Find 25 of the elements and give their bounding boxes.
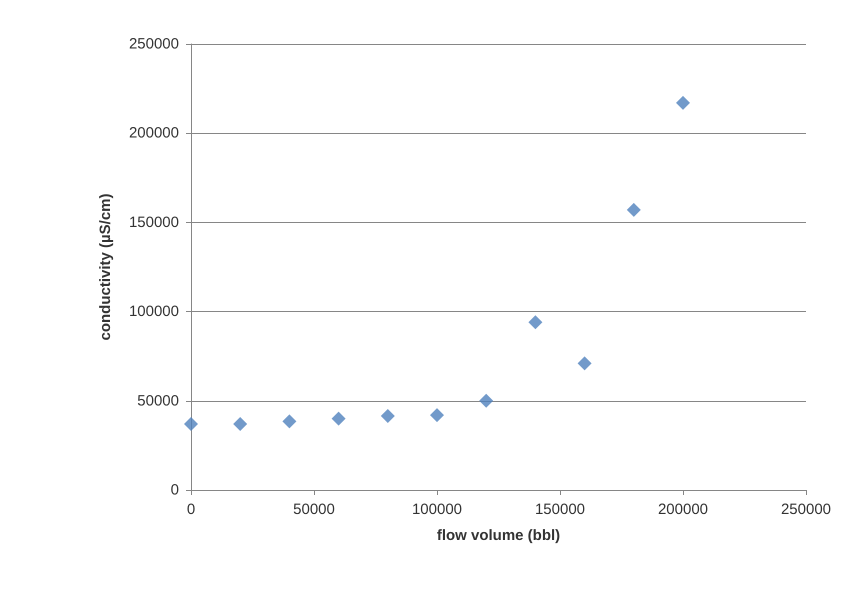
x-tick-label: 0 [186,501,196,518]
point [282,414,296,428]
x-tick-label: 200000 [658,501,708,518]
point [380,408,395,423]
x-tick-label: 50000 [293,501,335,518]
x-axis-title: flow volume (bbl) [436,527,560,544]
point [626,202,641,217]
y-axis-title: conductivity (µS/cm) [97,194,114,340]
y-tick-label: 0 [170,482,179,498]
point [332,412,346,426]
y-tick-label: 250000 [128,36,179,52]
y-tick-label: 200000 [128,124,179,142]
point [233,416,248,431]
x-tick-label: 250000 [780,501,832,518]
point [479,394,494,408]
point [676,96,690,110]
point [184,416,198,431]
x-tick-label: 150000 [534,501,586,518]
y-tick-label: 150000 [128,214,179,231]
point [578,356,592,370]
y-tick-label: 100000 [128,303,179,320]
x-tick-label: 100000 [412,501,462,518]
y-tick-label: 50000 [137,392,179,410]
point [528,315,542,330]
point [430,408,444,422]
